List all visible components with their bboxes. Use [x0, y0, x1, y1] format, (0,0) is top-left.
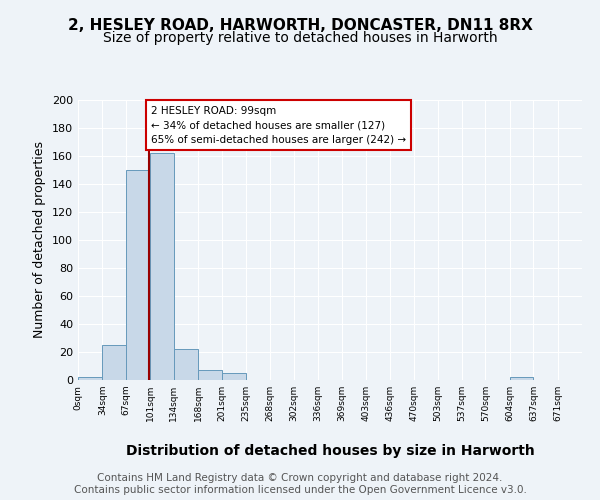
- Bar: [174, 349, 198, 380]
- Bar: [150, 153, 174, 380]
- Text: Size of property relative to detached houses in Harworth: Size of property relative to detached ho…: [103, 31, 497, 45]
- Bar: [510, 377, 533, 380]
- Text: Distribution of detached houses by size in Harworth: Distribution of detached houses by size …: [125, 444, 535, 458]
- Y-axis label: Number of detached properties: Number of detached properties: [34, 142, 46, 338]
- Text: 2 HESLEY ROAD: 99sqm
← 34% of detached houses are smaller (127)
65% of semi-deta: 2 HESLEY ROAD: 99sqm ← 34% of detached h…: [151, 106, 406, 145]
- Bar: [126, 170, 150, 380]
- Bar: [103, 345, 126, 380]
- Bar: [198, 370, 221, 380]
- Text: 2, HESLEY ROAD, HARWORTH, DONCASTER, DN11 8RX: 2, HESLEY ROAD, HARWORTH, DONCASTER, DN1…: [68, 18, 532, 32]
- Bar: [221, 373, 246, 380]
- Bar: [78, 377, 103, 380]
- Text: Contains HM Land Registry data © Crown copyright and database right 2024.
Contai: Contains HM Land Registry data © Crown c…: [74, 474, 526, 495]
